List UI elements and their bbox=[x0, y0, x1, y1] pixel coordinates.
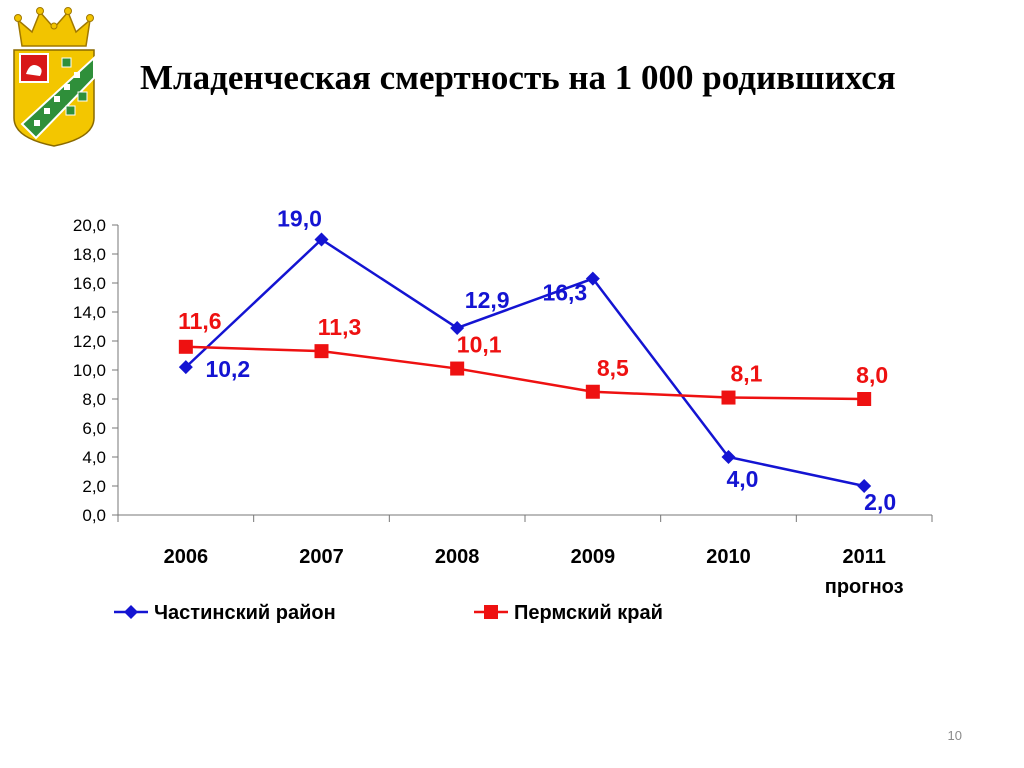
x-tick-label: 2006 bbox=[164, 546, 209, 568]
data-label: 10,2 bbox=[205, 356, 250, 382]
legend-label: Частинский район bbox=[154, 602, 336, 624]
x-tick-sublabel: прогноз bbox=[825, 576, 904, 598]
data-point-square bbox=[585, 384, 600, 399]
data-label: 16,3 bbox=[542, 280, 587, 306]
coat-of-arms-icon bbox=[13, 7, 95, 147]
x-tick-label: 2010 bbox=[706, 546, 751, 568]
y-tick-label: 4,0 bbox=[82, 448, 106, 467]
data-point-diamond bbox=[585, 271, 600, 286]
data-point-diamond bbox=[721, 450, 736, 464]
x-tick-label: 2011 bbox=[842, 546, 885, 568]
y-tick-label: 8,0 bbox=[82, 390, 106, 409]
data-point-square bbox=[721, 390, 736, 405]
y-tick-label: 6,0 bbox=[82, 419, 106, 438]
data-point-diamond bbox=[857, 479, 872, 493]
data-label: 11,3 bbox=[318, 314, 362, 340]
y-tick-label: 12,0 bbox=[73, 332, 106, 351]
y-tick-label: 18,0 bbox=[73, 245, 106, 264]
data-point-diamond bbox=[178, 360, 193, 375]
legend-marker-square bbox=[484, 605, 498, 619]
y-tick-label: 20,0 bbox=[73, 216, 106, 235]
legend-label: Пермский край bbox=[514, 602, 663, 624]
data-label: 11,6 bbox=[178, 308, 222, 334]
data-label: 10,1 bbox=[457, 332, 502, 358]
data-point-square bbox=[450, 361, 465, 376]
data-label: 8,1 bbox=[731, 361, 763, 387]
data-label: 4,0 bbox=[727, 466, 759, 492]
x-tick-label: 2008 bbox=[435, 546, 480, 568]
data-point-square bbox=[857, 392, 872, 406]
data-label: 8,0 bbox=[856, 362, 888, 388]
series-line-2 bbox=[185, 345, 865, 401]
data-point-square bbox=[178, 339, 193, 354]
data-label: 12,9 bbox=[465, 287, 510, 313]
data-label: 2,0 bbox=[864, 489, 896, 515]
data-point-diamond bbox=[450, 320, 465, 335]
y-tick-label: 16,0 bbox=[73, 274, 106, 293]
y-tick-label: 14,0 bbox=[73, 303, 106, 322]
data-point-diamond bbox=[314, 232, 329, 247]
data-label: 8,5 bbox=[597, 355, 629, 381]
x-tick-label: 2007 bbox=[299, 546, 344, 568]
x-tick-label: 2009 bbox=[571, 546, 616, 568]
data-point-square bbox=[314, 344, 329, 359]
slide-title: Младенческая смертность на 1 000 родивши… bbox=[140, 58, 896, 97]
page-number: 10 bbox=[947, 728, 962, 743]
legend-marker-diamond bbox=[124, 605, 138, 619]
y-tick-label: 10,0 bbox=[73, 361, 106, 380]
y-tick-label: 2,0 bbox=[82, 477, 106, 496]
series-line-1 bbox=[184, 237, 865, 488]
y-tick-label: 0,0 bbox=[82, 506, 106, 525]
data-label: 19,0 bbox=[277, 206, 322, 232]
